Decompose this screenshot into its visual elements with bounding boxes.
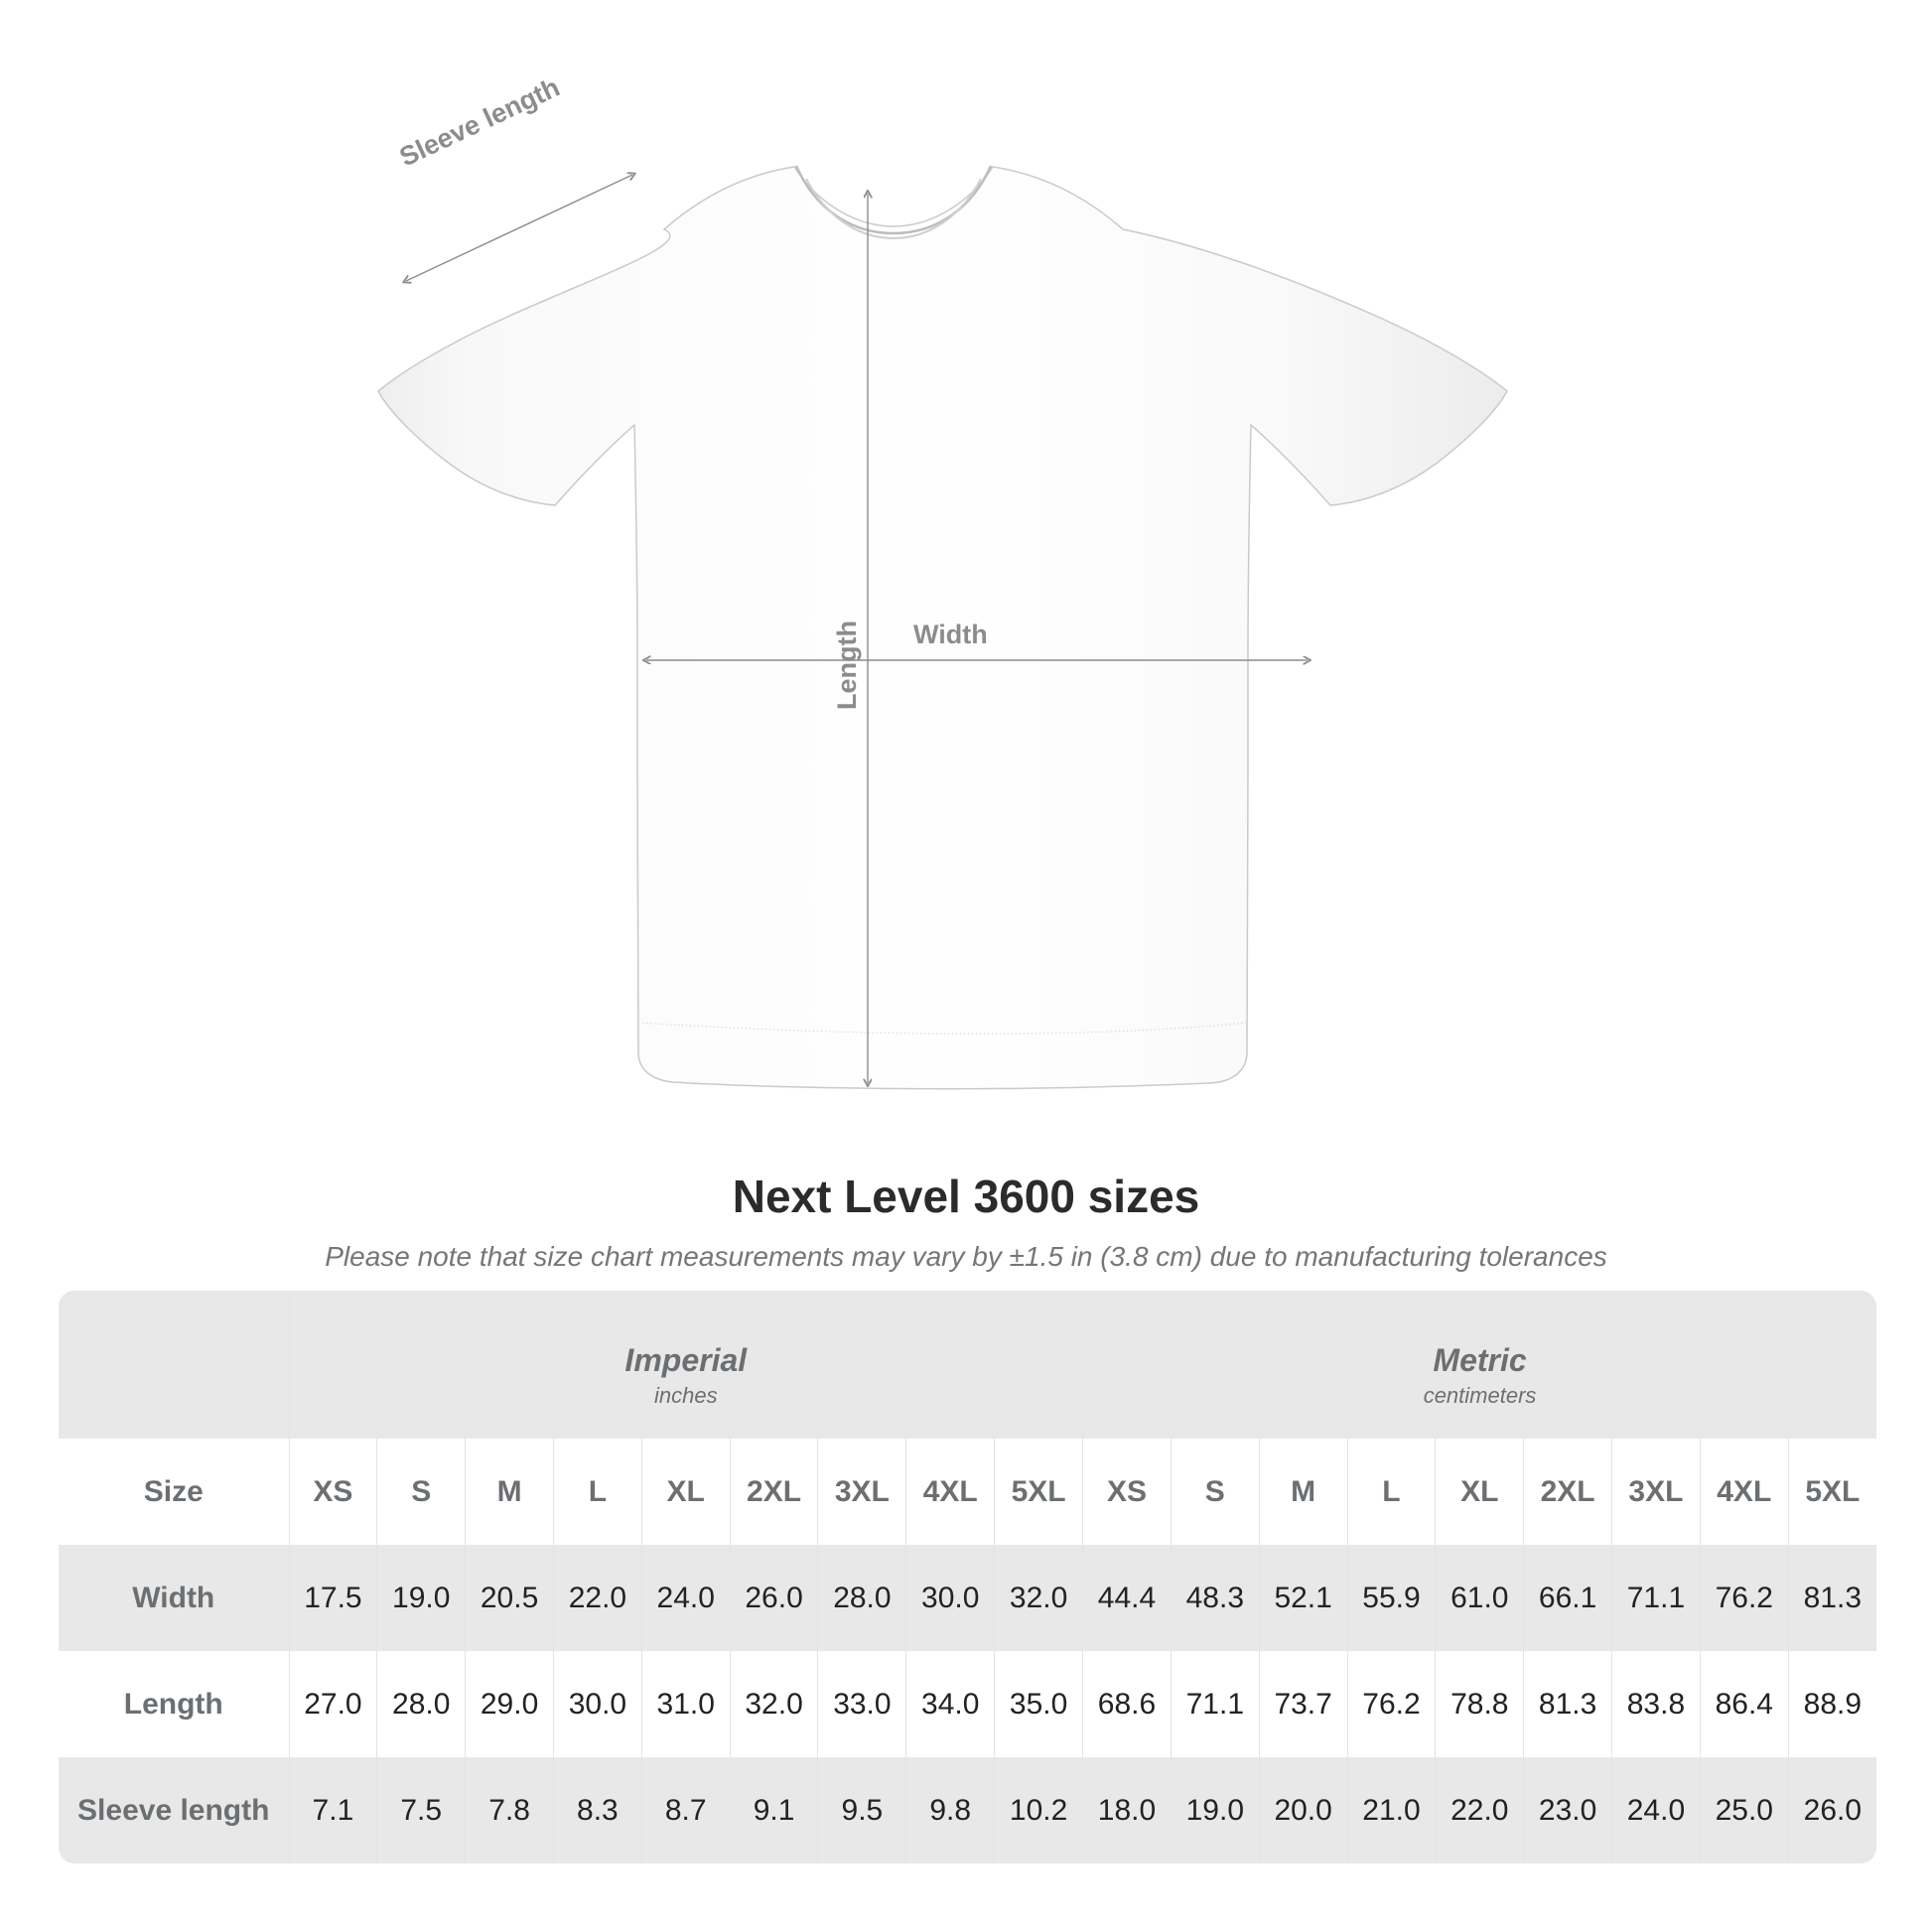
svg-text:Width: Width <box>913 620 988 649</box>
svg-text:Sleeve length: Sleeve length <box>395 72 564 173</box>
svg-text:Length: Length <box>832 621 862 710</box>
